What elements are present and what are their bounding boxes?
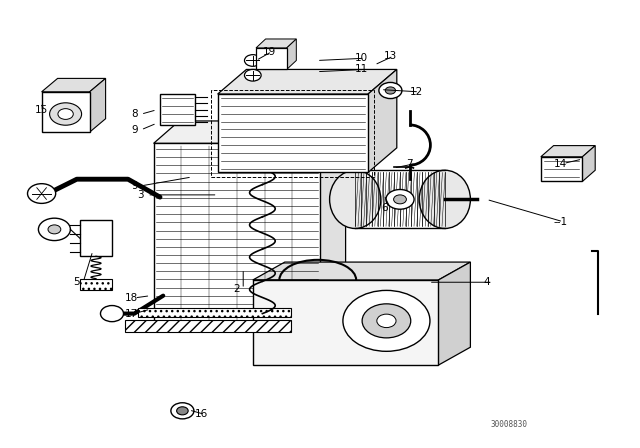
- Text: 3: 3: [138, 190, 144, 200]
- Circle shape: [28, 184, 56, 203]
- Bar: [80, 279, 112, 290]
- Circle shape: [362, 304, 411, 338]
- Bar: [42, 92, 90, 132]
- Circle shape: [377, 314, 396, 327]
- Bar: [160, 94, 195, 125]
- Text: 11: 11: [355, 65, 369, 74]
- Bar: [211, 90, 374, 177]
- Circle shape: [171, 403, 194, 419]
- Text: 17: 17: [125, 309, 138, 319]
- Polygon shape: [368, 69, 397, 172]
- Circle shape: [386, 190, 414, 209]
- Circle shape: [100, 306, 124, 322]
- Circle shape: [48, 225, 61, 234]
- Text: 15: 15: [35, 105, 49, 115]
- Text: 14: 14: [554, 159, 567, 168]
- Ellipse shape: [419, 170, 470, 228]
- Text: 18: 18: [125, 293, 138, 303]
- Text: 30008830: 30008830: [490, 420, 527, 429]
- Bar: [154, 143, 320, 323]
- Text: --1: --1: [554, 217, 568, 227]
- Text: 13: 13: [384, 51, 397, 61]
- Circle shape: [58, 109, 73, 119]
- Polygon shape: [90, 78, 106, 132]
- Circle shape: [394, 195, 406, 204]
- Circle shape: [50, 103, 82, 125]
- Bar: [256, 48, 287, 69]
- Polygon shape: [256, 39, 296, 48]
- Text: 7: 7: [406, 159, 413, 168]
- Polygon shape: [541, 146, 595, 157]
- Ellipse shape: [330, 170, 381, 228]
- Bar: [125, 320, 291, 332]
- Bar: [253, 280, 438, 365]
- Bar: [80, 220, 112, 256]
- Text: 9: 9: [131, 125, 138, 135]
- Polygon shape: [287, 39, 296, 69]
- Polygon shape: [320, 121, 346, 323]
- Polygon shape: [582, 146, 595, 181]
- Bar: [218, 94, 368, 172]
- Polygon shape: [154, 121, 346, 143]
- Text: 12: 12: [410, 87, 423, 97]
- Polygon shape: [438, 262, 470, 365]
- Polygon shape: [42, 78, 106, 92]
- Circle shape: [177, 407, 188, 415]
- Text: 9: 9: [131, 181, 138, 191]
- Text: 2: 2: [234, 284, 240, 294]
- Circle shape: [385, 87, 396, 94]
- Text: 4: 4: [483, 277, 490, 287]
- Polygon shape: [253, 262, 470, 280]
- Bar: [541, 157, 582, 181]
- Text: 6: 6: [381, 203, 387, 213]
- Text: 5: 5: [74, 277, 80, 287]
- Polygon shape: [218, 69, 397, 94]
- Circle shape: [244, 55, 261, 66]
- Circle shape: [38, 218, 70, 241]
- Text: 16: 16: [195, 409, 209, 419]
- Text: 10: 10: [355, 53, 369, 63]
- Text: 8: 8: [131, 109, 138, 119]
- Circle shape: [244, 69, 261, 81]
- Text: 19: 19: [262, 47, 276, 56]
- Circle shape: [379, 82, 402, 99]
- Bar: [138, 308, 291, 317]
- Circle shape: [343, 290, 430, 351]
